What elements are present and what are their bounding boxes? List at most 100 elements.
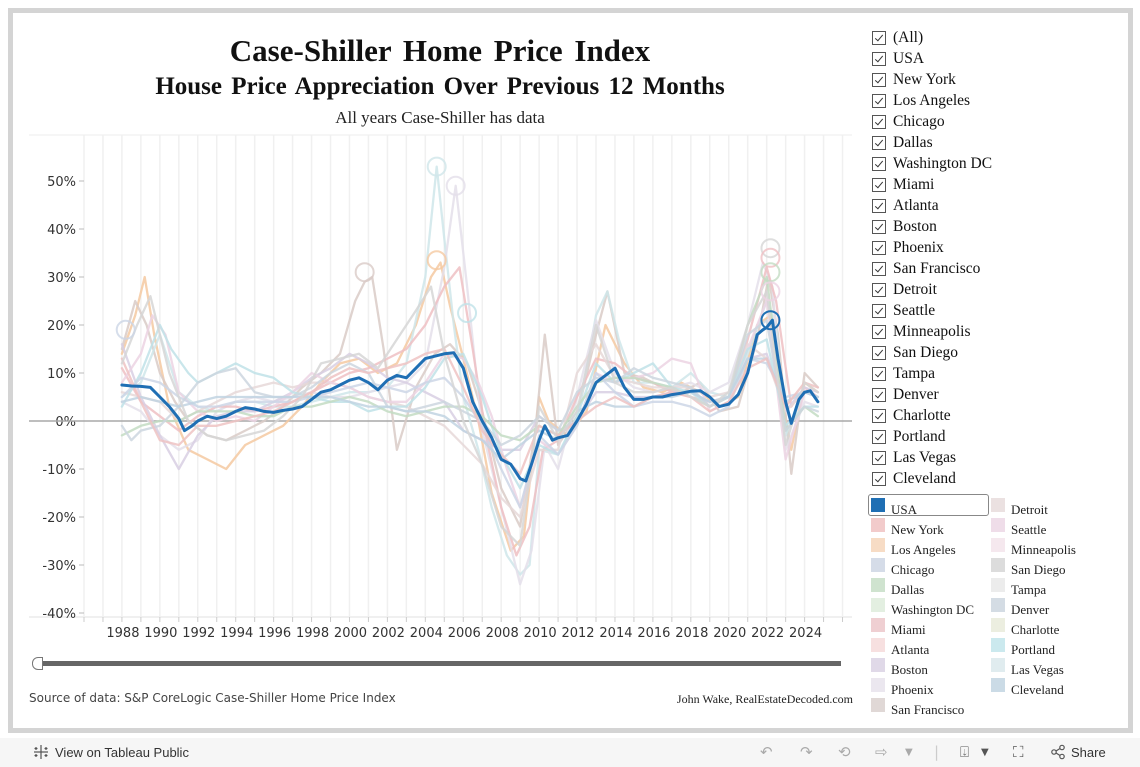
peak-marker[interactable] <box>426 156 447 177</box>
metro-filter[interactable]: (All) USA New York Los Angeles Chicago Dallas… <box>872 27 992 489</box>
x-tick-label: 1990 <box>144 626 177 641</box>
peak-marker[interactable] <box>354 262 375 283</box>
legend-item[interactable]: San Francisco <box>869 695 988 717</box>
legend-item[interactable]: Atlanta <box>869 635 988 657</box>
revert-icon[interactable]: ⟲ <box>838 743 851 761</box>
legend-label: Boston <box>891 662 928 677</box>
filter-checkbox[interactable] <box>872 240 886 255</box>
filter-item[interactable]: San Francisco <box>872 258 992 279</box>
date-range-slider-handle[interactable] <box>32 657 43 670</box>
filter-item[interactable]: Minneapolis <box>872 321 992 342</box>
filter-item-label: Boston <box>893 217 937 235</box>
filter-item[interactable]: Dallas <box>872 132 992 153</box>
legend-item[interactable]: Boston <box>869 655 988 677</box>
filter-checkbox[interactable] <box>872 135 886 150</box>
refresh-dropdown-icon[interactable]: ▼ <box>905 747 913 758</box>
series-line-cleveland[interactable] <box>120 357 820 461</box>
filter-item[interactable]: Phoenix <box>872 237 992 258</box>
filter-checkbox[interactable] <box>872 30 886 45</box>
filter-item-label: Cleveland <box>893 469 956 487</box>
filter-item[interactable]: San Diego <box>872 342 992 363</box>
filter-checkbox[interactable] <box>872 177 886 192</box>
peak-marker[interactable] <box>115 319 136 340</box>
filter-checkbox[interactable] <box>872 156 886 171</box>
filter-checkbox[interactable] <box>872 114 886 129</box>
filter-checkbox[interactable] <box>872 72 886 87</box>
filter-checkbox[interactable] <box>872 51 886 66</box>
redo-icon[interactable]: ↷ <box>800 743 813 761</box>
fullscreen-icon[interactable]: ⛶ <box>1013 743 1024 761</box>
legend-swatch <box>871 698 885 712</box>
undo-icon[interactable]: ↶ <box>760 743 773 761</box>
filter-item[interactable]: Chicago <box>872 111 992 132</box>
filter-checkbox[interactable] <box>872 429 886 444</box>
filter-checkbox[interactable] <box>872 198 886 213</box>
filter-checkbox[interactable] <box>872 303 886 318</box>
filter-checkbox[interactable] <box>872 324 886 339</box>
filter-item[interactable]: (All) <box>872 27 992 48</box>
legend-item[interactable]: Phoenix <box>869 675 988 697</box>
peak-marker[interactable] <box>760 310 781 331</box>
filter-item[interactable]: Miami <box>872 174 992 195</box>
legend-item[interactable]: USA <box>868 494 989 517</box>
view-on-tableau-public-link[interactable]: View on Tableau Public <box>33 744 189 760</box>
filter-checkbox[interactable] <box>872 408 886 423</box>
filter-checkbox[interactable] <box>872 471 886 486</box>
filter-item[interactable]: New York <box>872 69 992 90</box>
filter-item[interactable]: Atlanta <box>872 195 992 216</box>
series-line-denver[interactable] <box>120 319 820 447</box>
refresh-icon[interactable]: ⇨ <box>875 743 888 761</box>
legend-item[interactable]: Chicago <box>869 555 988 577</box>
download-icon[interactable]: ⍗ <box>960 743 970 761</box>
filter-item[interactable]: Washington DC <box>872 153 992 174</box>
legend-item[interactable]: Los Angeles <box>869 535 988 557</box>
x-tick-label: 2004 <box>410 626 443 641</box>
legend-item[interactable]: Dallas <box>869 575 988 597</box>
filter-checkbox[interactable] <box>872 282 886 297</box>
filter-item[interactable]: Tampa <box>872 363 992 384</box>
filter-checkbox[interactable] <box>872 366 886 381</box>
chart-caption: All years Case-Shiller has data <box>335 108 545 127</box>
legend-label: Seattle <box>1011 522 1047 537</box>
download-dropdown-icon[interactable]: ▼ <box>981 747 989 758</box>
peak-marker[interactable] <box>760 238 781 259</box>
y-tick-label: 10% <box>47 367 76 382</box>
filter-item[interactable]: Denver <box>872 384 992 405</box>
filter-item[interactable]: Cleveland <box>872 468 992 489</box>
filter-checkbox[interactable] <box>872 261 886 276</box>
filter-checkbox[interactable] <box>872 93 886 108</box>
legend-item[interactable]: Washington DC <box>869 595 988 617</box>
peak-marker[interactable] <box>760 281 781 302</box>
share-button[interactable]: Share <box>1050 744 1106 760</box>
filter-item[interactable]: Los Angeles <box>872 90 992 111</box>
filter-item[interactable]: Charlotte <box>872 405 992 426</box>
filter-item[interactable]: Portland <box>872 426 992 447</box>
filter-checkbox[interactable] <box>872 219 886 234</box>
peak-marker[interactable] <box>760 247 781 268</box>
legend-label: Cleveland <box>1011 682 1064 697</box>
filter-item[interactable]: USA <box>872 48 992 69</box>
filter-item-label: Minneapolis <box>893 322 971 340</box>
filter-item[interactable]: Detroit <box>872 279 992 300</box>
peak-marker[interactable] <box>457 303 478 323</box>
y-tick-label: -10% <box>42 463 76 478</box>
tableau-toolbar: View on Tableau Public ↶ ↷ ⟲ ⇨ ▼ | ⍗ ▼ ⛶… <box>0 738 1140 767</box>
legend-item[interactable]: Miami <box>869 615 988 637</box>
legend-swatch <box>871 658 885 672</box>
peak-marker[interactable] <box>445 175 466 196</box>
series-line-usa[interactable] <box>120 318 820 483</box>
legend-item[interactable]: New York <box>869 515 988 537</box>
y-tick-label: 50% <box>47 175 76 190</box>
filter-checkbox[interactable] <box>872 387 886 402</box>
filter-item[interactable]: Seattle <box>872 300 992 321</box>
series-line-new-york[interactable] <box>120 347 820 475</box>
line-chart[interactable]: 50% 40% 30% 20% 10% 0% -10% -20% -30% -40% 1988 199… <box>0 0 860 650</box>
filter-item[interactable]: Boston <box>872 216 992 237</box>
peak-marker[interactable] <box>760 262 781 283</box>
date-range-slider-track[interactable] <box>40 661 841 666</box>
filter-checkbox[interactable] <box>872 345 886 360</box>
series-line-san-diego[interactable] <box>120 285 820 547</box>
filter-checkbox[interactable] <box>872 450 886 465</box>
peak-marker[interactable] <box>426 250 447 271</box>
filter-item[interactable]: Las Vegas <box>872 447 992 468</box>
